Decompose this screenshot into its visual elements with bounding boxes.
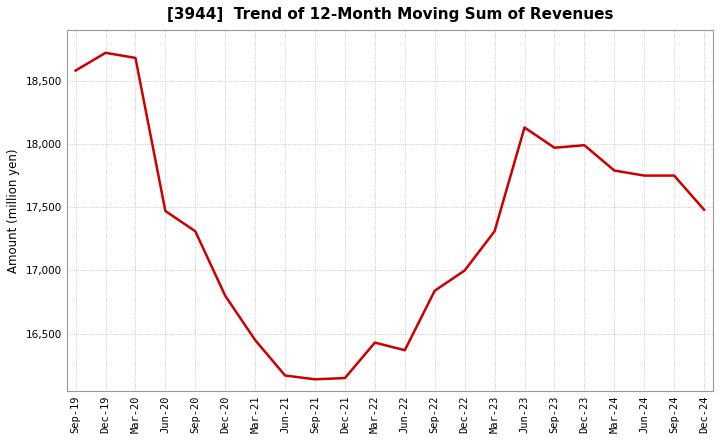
Y-axis label: Amount (million yen): Amount (million yen)	[7, 148, 20, 273]
Title: [3944]  Trend of 12-Month Moving Sum of Revenues: [3944] Trend of 12-Month Moving Sum of R…	[166, 7, 613, 22]
